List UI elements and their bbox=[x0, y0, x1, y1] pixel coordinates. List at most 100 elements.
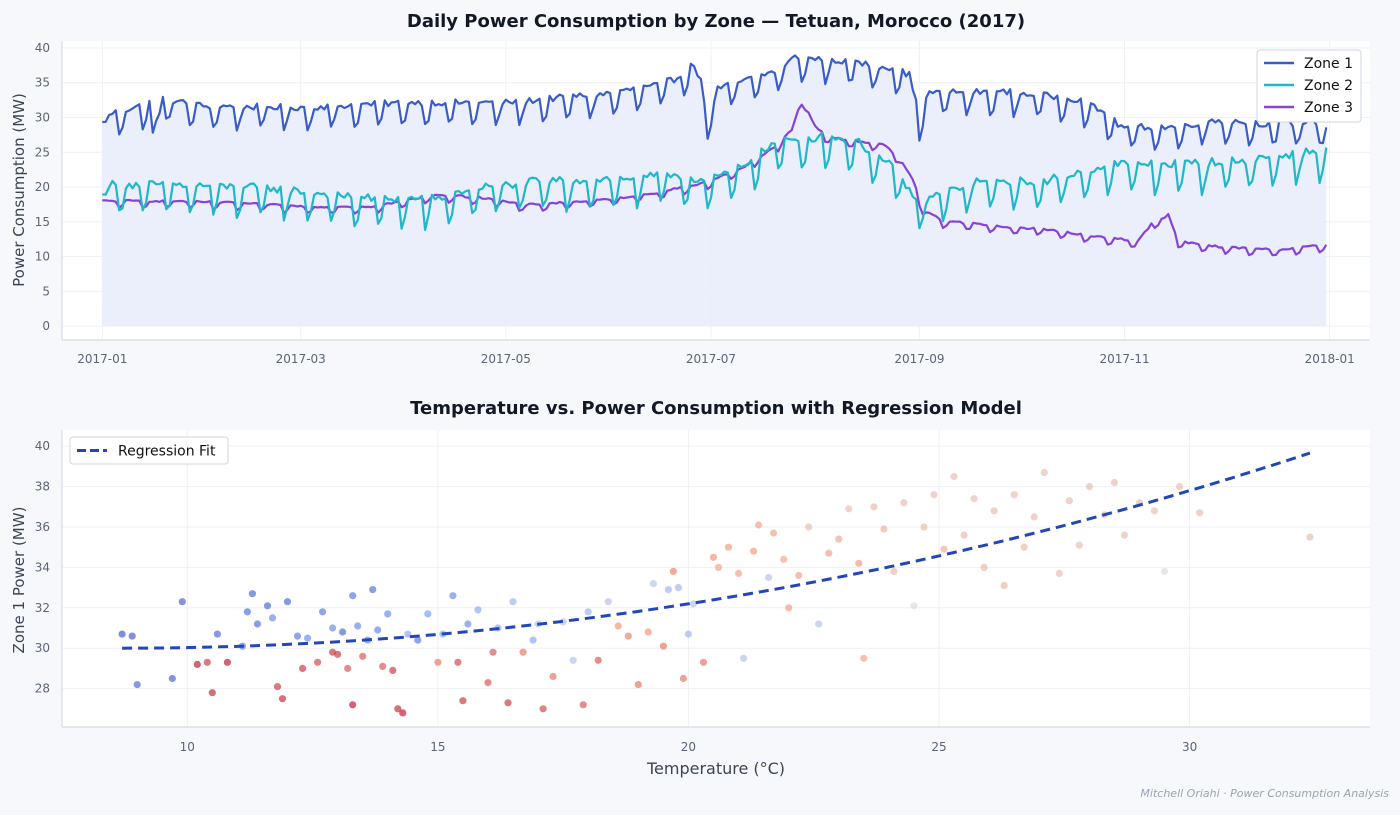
scatter-point bbox=[614, 622, 622, 630]
scatter-point bbox=[379, 662, 387, 671]
scatter-point bbox=[674, 584, 683, 592]
scatter-point bbox=[920, 523, 928, 531]
scatter-point bbox=[208, 689, 216, 697]
chart1-y-tick-label: 25 bbox=[35, 145, 50, 159]
chart2-regression-line bbox=[122, 451, 1311, 650]
chart1-x-tick-label: 2017-01 bbox=[77, 352, 127, 366]
chart2-x-tick-label: 25 bbox=[931, 740, 946, 754]
scatter-point bbox=[248, 590, 256, 598]
scatter-point bbox=[659, 642, 668, 650]
chart2-scatter-points bbox=[118, 468, 1314, 717]
chart1-x-tick-label: 2017-09 bbox=[894, 352, 944, 366]
chart1-area-fill bbox=[102, 55, 1327, 327]
scatter-point bbox=[669, 567, 678, 576]
scatter-point bbox=[178, 598, 186, 606]
chart2-title: Temperature vs. Power Consumption with R… bbox=[410, 398, 1022, 419]
scatter-point bbox=[344, 664, 352, 673]
scatter-point bbox=[354, 622, 362, 630]
scatter-point bbox=[1000, 582, 1008, 590]
scatter-point bbox=[940, 545, 948, 553]
scatter-point bbox=[349, 701, 357, 709]
scatter-point bbox=[890, 567, 898, 576]
legend-label-zone-1: Zone 1 bbox=[1304, 56, 1353, 72]
scatter-point bbox=[404, 630, 412, 638]
chart2-y-tick-label: 36 bbox=[35, 520, 50, 534]
scatter-point bbox=[263, 602, 272, 610]
scatter-point bbox=[1020, 543, 1028, 551]
scatter-point bbox=[750, 547, 758, 555]
scatter-point bbox=[1055, 569, 1063, 578]
chart2-x-tick-label: 15 bbox=[430, 740, 445, 754]
scatter-point bbox=[1110, 478, 1118, 487]
scatter-point bbox=[825, 549, 833, 557]
scatter-point bbox=[594, 656, 602, 664]
scatter-point bbox=[128, 632, 136, 640]
scatter-point bbox=[389, 666, 397, 675]
scatter-point bbox=[1120, 531, 1128, 539]
scatter-point bbox=[384, 610, 392, 618]
scatter-point bbox=[584, 608, 592, 616]
chart1-legend-box bbox=[1256, 49, 1362, 123]
scatter-point bbox=[870, 503, 878, 511]
scatter-point bbox=[910, 602, 918, 610]
scatter-point bbox=[699, 658, 708, 666]
legend-label-regression-fit: Regression Fit bbox=[118, 444, 216, 460]
scatter-point bbox=[835, 535, 843, 543]
chart1-title: Daily Power Consumption by Zone — Tetuan… bbox=[407, 11, 1025, 32]
chart2-legend-box bbox=[69, 436, 229, 465]
scatter-point bbox=[293, 632, 302, 640]
scatter-point bbox=[329, 648, 337, 656]
scatter-point bbox=[1010, 491, 1018, 499]
scatter-point bbox=[649, 580, 658, 588]
scatter-point bbox=[539, 705, 547, 713]
scatter-point bbox=[1040, 468, 1048, 476]
scatter-point bbox=[459, 697, 467, 705]
scatter-point bbox=[504, 699, 512, 707]
chart1-y-axis-label: Power Consumption (MW) bbox=[10, 93, 28, 287]
chart2-legend[interactable]: Regression Fit bbox=[69, 436, 229, 465]
scatter-point bbox=[845, 505, 853, 513]
scatter-point bbox=[223, 658, 231, 666]
chart2-y-tick-label: 34 bbox=[35, 560, 50, 574]
scatter-point bbox=[604, 598, 612, 606]
scatter-point bbox=[464, 620, 472, 628]
chart2-grid bbox=[62, 430, 1370, 727]
scatter-point bbox=[359, 652, 367, 660]
footer-credit: Mitchell Oriahi · Power Consumption Anal… bbox=[1140, 787, 1389, 800]
scatter-point bbox=[855, 559, 863, 567]
scatter-point bbox=[133, 681, 141, 689]
scatter-point bbox=[860, 654, 868, 662]
scatter-point bbox=[569, 656, 577, 664]
scatter-point bbox=[740, 654, 748, 662]
chart1-x-tick-label: 2017-07 bbox=[686, 352, 736, 366]
chart1-y-tick-label: 30 bbox=[35, 110, 50, 124]
scatter-point bbox=[394, 705, 402, 713]
legend-label-zone-3: Zone 3 bbox=[1304, 100, 1353, 116]
scatter-point bbox=[253, 620, 261, 628]
scatter-point bbox=[1065, 497, 1073, 505]
chart1-legend[interactable]: Zone 1 Zone 2 Zone 3 bbox=[1256, 49, 1362, 123]
chart2-y-tick-label: 32 bbox=[35, 601, 50, 615]
scatter-point bbox=[765, 573, 773, 582]
chart1-axes: 0 5 10 15 20 25 30 35 40 2017-01 2017-03 2017-05 201… bbox=[35, 41, 1370, 366]
scatter-point bbox=[970, 495, 978, 503]
scatter-point bbox=[1160, 567, 1169, 576]
scatter-point bbox=[950, 472, 958, 481]
zone-1-line bbox=[102, 54, 1328, 151]
zone-2-line bbox=[102, 131, 1328, 232]
scatter-point bbox=[374, 626, 382, 634]
scatter-point bbox=[489, 648, 497, 656]
chart2-x-tick-label: 20 bbox=[681, 740, 696, 754]
scatter-point bbox=[193, 660, 201, 669]
chart2-y-tick-label: 38 bbox=[35, 480, 50, 494]
daily-power-chart: 0 5 10 15 20 25 30 35 40 2017-01 2017-03 2017-05 201… bbox=[10, 11, 1370, 366]
scatter-point bbox=[644, 628, 652, 636]
chart1-x-tick-label: 2017-03 bbox=[276, 352, 326, 366]
scatter-point bbox=[509, 598, 517, 606]
scatter-point bbox=[329, 624, 337, 632]
zone1-area-fill bbox=[102, 55, 1327, 327]
scatter-point bbox=[664, 586, 673, 594]
chart1-y-tick-label: 35 bbox=[35, 76, 50, 90]
chart1-x-tick-label: 2017-11 bbox=[1099, 352, 1149, 366]
scatter-point bbox=[770, 529, 778, 537]
